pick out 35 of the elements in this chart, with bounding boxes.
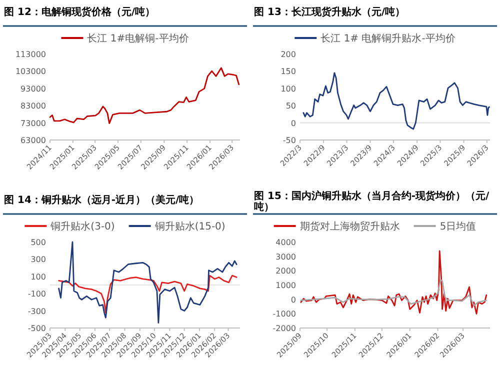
legend-label: 长江 1# 电解铜升贴水-平均价 — [320, 32, 456, 44]
y-tick-label: 3000 — [276, 252, 296, 262]
y-tick-label: 100 — [30, 272, 46, 282]
y-tick-label: 100 — [280, 84, 296, 94]
y-tick-label: -2000 — [272, 324, 296, 333]
y-tick-label: 500 — [30, 238, 46, 247]
y-tick-label: 1000 — [276, 281, 296, 290]
y-tick-label: 63000 — [20, 136, 46, 145]
y-tick-label: -100 — [28, 290, 46, 299]
y-tick-label: 2000 — [276, 266, 296, 276]
y-tick-label: -50 — [282, 136, 296, 145]
legend-label: 期货对上海物贸升贴水 — [300, 220, 400, 232]
y-tick-label: 4000 — [276, 238, 296, 247]
y-tick-label: -300 — [28, 306, 46, 316]
chart-title: 图 13：长江现货升贴水（元/吨） — [254, 6, 406, 18]
y-tick-label: 93000 — [20, 84, 46, 94]
legend-label: 铜升贴水(3-0) — [50, 220, 115, 232]
chart-title: 图 15：国内沪铜升贴水（当月合约-现货均价）（元/吨） — [254, 190, 490, 213]
legend-label: 铜升贴水(15-0) — [154, 220, 226, 232]
y-tick-label: -1000 — [272, 310, 296, 319]
y-tick-label: 200 — [280, 50, 296, 59]
y-tick-label: -500 — [28, 324, 46, 333]
chart-title: 图 14：铜升贴水（远月-近月）（美元/吨） — [4, 194, 200, 206]
legend-label: 5日均值 — [440, 220, 476, 232]
y-tick-label: 73000 — [20, 118, 46, 128]
legend-label: 长江 1#电解铜-平均价 — [87, 32, 189, 44]
chart-title: 图 12：电解铜现货价格（元/吨） — [4, 6, 156, 18]
y-tick-label: 0 — [290, 295, 296, 304]
y-tick-label: 113000 — [15, 50, 46, 59]
y-tick-label: 103000 — [15, 67, 46, 76]
y-tick-label: 50 — [286, 102, 296, 111]
y-tick-label: 83000 — [20, 102, 46, 111]
y-tick-label: 150 — [280, 67, 296, 76]
y-tick-label: 300 — [30, 255, 46, 264]
y-tick-label: 0 — [290, 118, 296, 128]
